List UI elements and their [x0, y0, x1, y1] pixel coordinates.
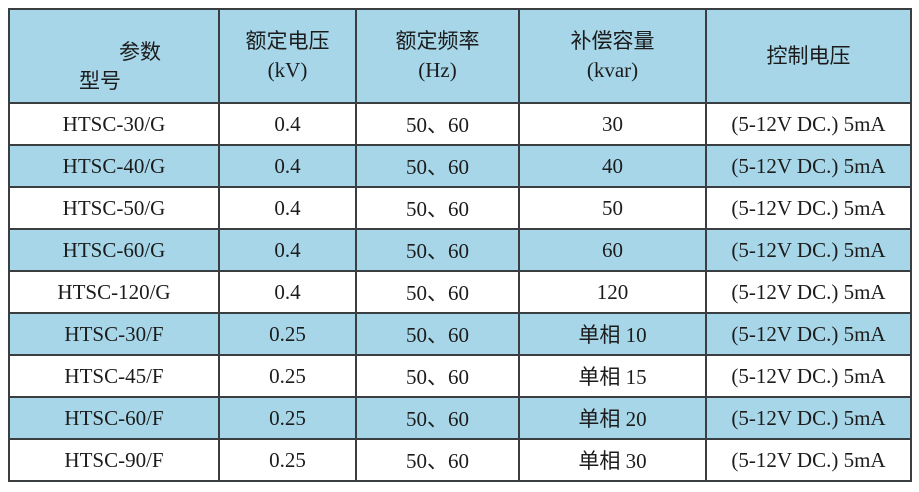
cell-capacity: 50: [518, 186, 707, 230]
cell-control-voltage: (5-12V DC.) 5mA: [705, 270, 912, 314]
header-capacity: 补偿容量 (kvar): [518, 8, 707, 104]
table-row: HTSC-60/F 0.25 50、60 单相 20 (5-12V DC.) 5mA: [8, 396, 912, 440]
cell-capacity: 单相 30: [518, 438, 707, 482]
cell-model: HTSC-60/F: [8, 396, 220, 440]
corner-label-model: 型号: [79, 69, 121, 93]
capacitor-spec-table: 参数 型号 额定电压 (kV) 额定频率 (Hz) 补偿容量 (kvar): [8, 8, 912, 482]
cell-model: HTSC-30/F: [8, 312, 220, 356]
table-row: HTSC-40/G 0.4 50、60 40 (5-12V DC.) 5mA: [8, 144, 912, 188]
table-body: HTSC-30/G 0.4 50、60 30 (5-12V DC.) 5mA HTSC-4…: [8, 102, 912, 482]
header-unit: (kvar): [586, 58, 639, 82]
cell-rated-frequency: 50、60: [355, 144, 520, 188]
cell-rated-voltage: 0.25: [218, 312, 357, 356]
cell-rated-frequency: 50、60: [355, 438, 520, 482]
header-title: 控制电压: [766, 43, 851, 68]
header-row: 参数 型号 额定电压 (kV) 额定频率 (Hz) 补偿容量 (kvar): [8, 8, 912, 104]
corner-cell-content: 参数 型号: [10, 10, 218, 102]
header-title: 补偿容量: [570, 29, 655, 53]
cell-rated-voltage: 0.4: [218, 228, 357, 272]
cell-capacity: 60: [518, 228, 707, 272]
cell-control-voltage: (5-12V DC.) 5mA: [705, 102, 912, 146]
table-row: HTSC-60/G 0.4 50、60 60 (5-12V DC.) 5mA: [8, 228, 912, 272]
cell-model: HTSC-120/G: [8, 270, 220, 314]
table-row: HTSC-90/F 0.25 50、60 单相 30 (5-12V DC.) 5mA: [8, 438, 912, 482]
cell-rated-frequency: 50、60: [355, 270, 520, 314]
header-unit: (Hz): [418, 58, 457, 82]
corner-label-parameter: 参数: [119, 40, 161, 64]
table-row: HTSC-30/F 0.25 50、60 单相 10 (5-12V DC.) 5mA: [8, 312, 912, 356]
cell-control-voltage: (5-12V DC.) 5mA: [705, 354, 912, 398]
cell-capacity: 单相 10: [518, 312, 707, 356]
cell-rated-frequency: 50、60: [355, 228, 520, 272]
spec-table-container: 参数 型号 额定电压 (kV) 额定频率 (Hz) 补偿容量 (kvar): [8, 8, 912, 482]
cell-rated-voltage: 0.4: [218, 102, 357, 146]
cell-rated-frequency: 50、60: [355, 396, 520, 440]
header-corner-cell: 参数 型号: [8, 8, 220, 104]
cell-rated-frequency: 50、60: [355, 312, 520, 356]
cell-rated-frequency: 50、60: [355, 354, 520, 398]
cell-control-voltage: (5-12V DC.) 5mA: [705, 312, 912, 356]
cell-capacity: 单相 15: [518, 354, 707, 398]
cell-capacity: 30: [518, 102, 707, 146]
cell-capacity: 120: [518, 270, 707, 314]
cell-rated-frequency: 50、60: [355, 186, 520, 230]
cell-control-voltage: (5-12V DC.) 5mA: [705, 186, 912, 230]
header-rated-voltage: 额定电压 (kV): [218, 8, 357, 104]
cell-rated-voltage: 0.25: [218, 354, 357, 398]
header-title: 额定频率: [395, 29, 480, 53]
header-rated-frequency: 额定频率 (Hz): [355, 8, 520, 104]
cell-model: HTSC-30/G: [8, 102, 220, 146]
cell-control-voltage: (5-12V DC.) 5mA: [705, 228, 912, 272]
cell-rated-voltage: 0.4: [218, 144, 357, 188]
cell-rated-voltage: 0.25: [218, 438, 357, 482]
table-row: HTSC-45/F 0.25 50、60 单相 15 (5-12V DC.) 5mA: [8, 354, 912, 398]
cell-rated-voltage: 0.4: [218, 270, 357, 314]
cell-control-voltage: (5-12V DC.) 5mA: [705, 396, 912, 440]
cell-capacity: 单相 20: [518, 396, 707, 440]
cell-rated-frequency: 50、60: [355, 102, 520, 146]
cell-rated-voltage: 0.25: [218, 396, 357, 440]
cell-rated-voltage: 0.4: [218, 186, 357, 230]
cell-model: HTSC-90/F: [8, 438, 220, 482]
cell-control-voltage: (5-12V DC.) 5mA: [705, 438, 912, 482]
cell-model: HTSC-60/G: [8, 228, 220, 272]
cell-control-voltage: (5-12V DC.) 5mA: [705, 144, 912, 188]
header-unit: (kV): [267, 58, 308, 82]
cell-capacity: 40: [518, 144, 707, 188]
table-row: HTSC-30/G 0.4 50、60 30 (5-12V DC.) 5mA: [8, 102, 912, 146]
cell-model: HTSC-50/G: [8, 186, 220, 230]
cell-model: HTSC-40/G: [8, 144, 220, 188]
header-title: 额定电压: [245, 29, 330, 53]
table-row: HTSC-50/G 0.4 50、60 50 (5-12V DC.) 5mA: [8, 186, 912, 230]
table-row: HTSC-120/G 0.4 50、60 120 (5-12V DC.) 5mA: [8, 270, 912, 314]
header-control-voltage: 控制电压: [705, 8, 912, 104]
cell-model: HTSC-45/F: [8, 354, 220, 398]
